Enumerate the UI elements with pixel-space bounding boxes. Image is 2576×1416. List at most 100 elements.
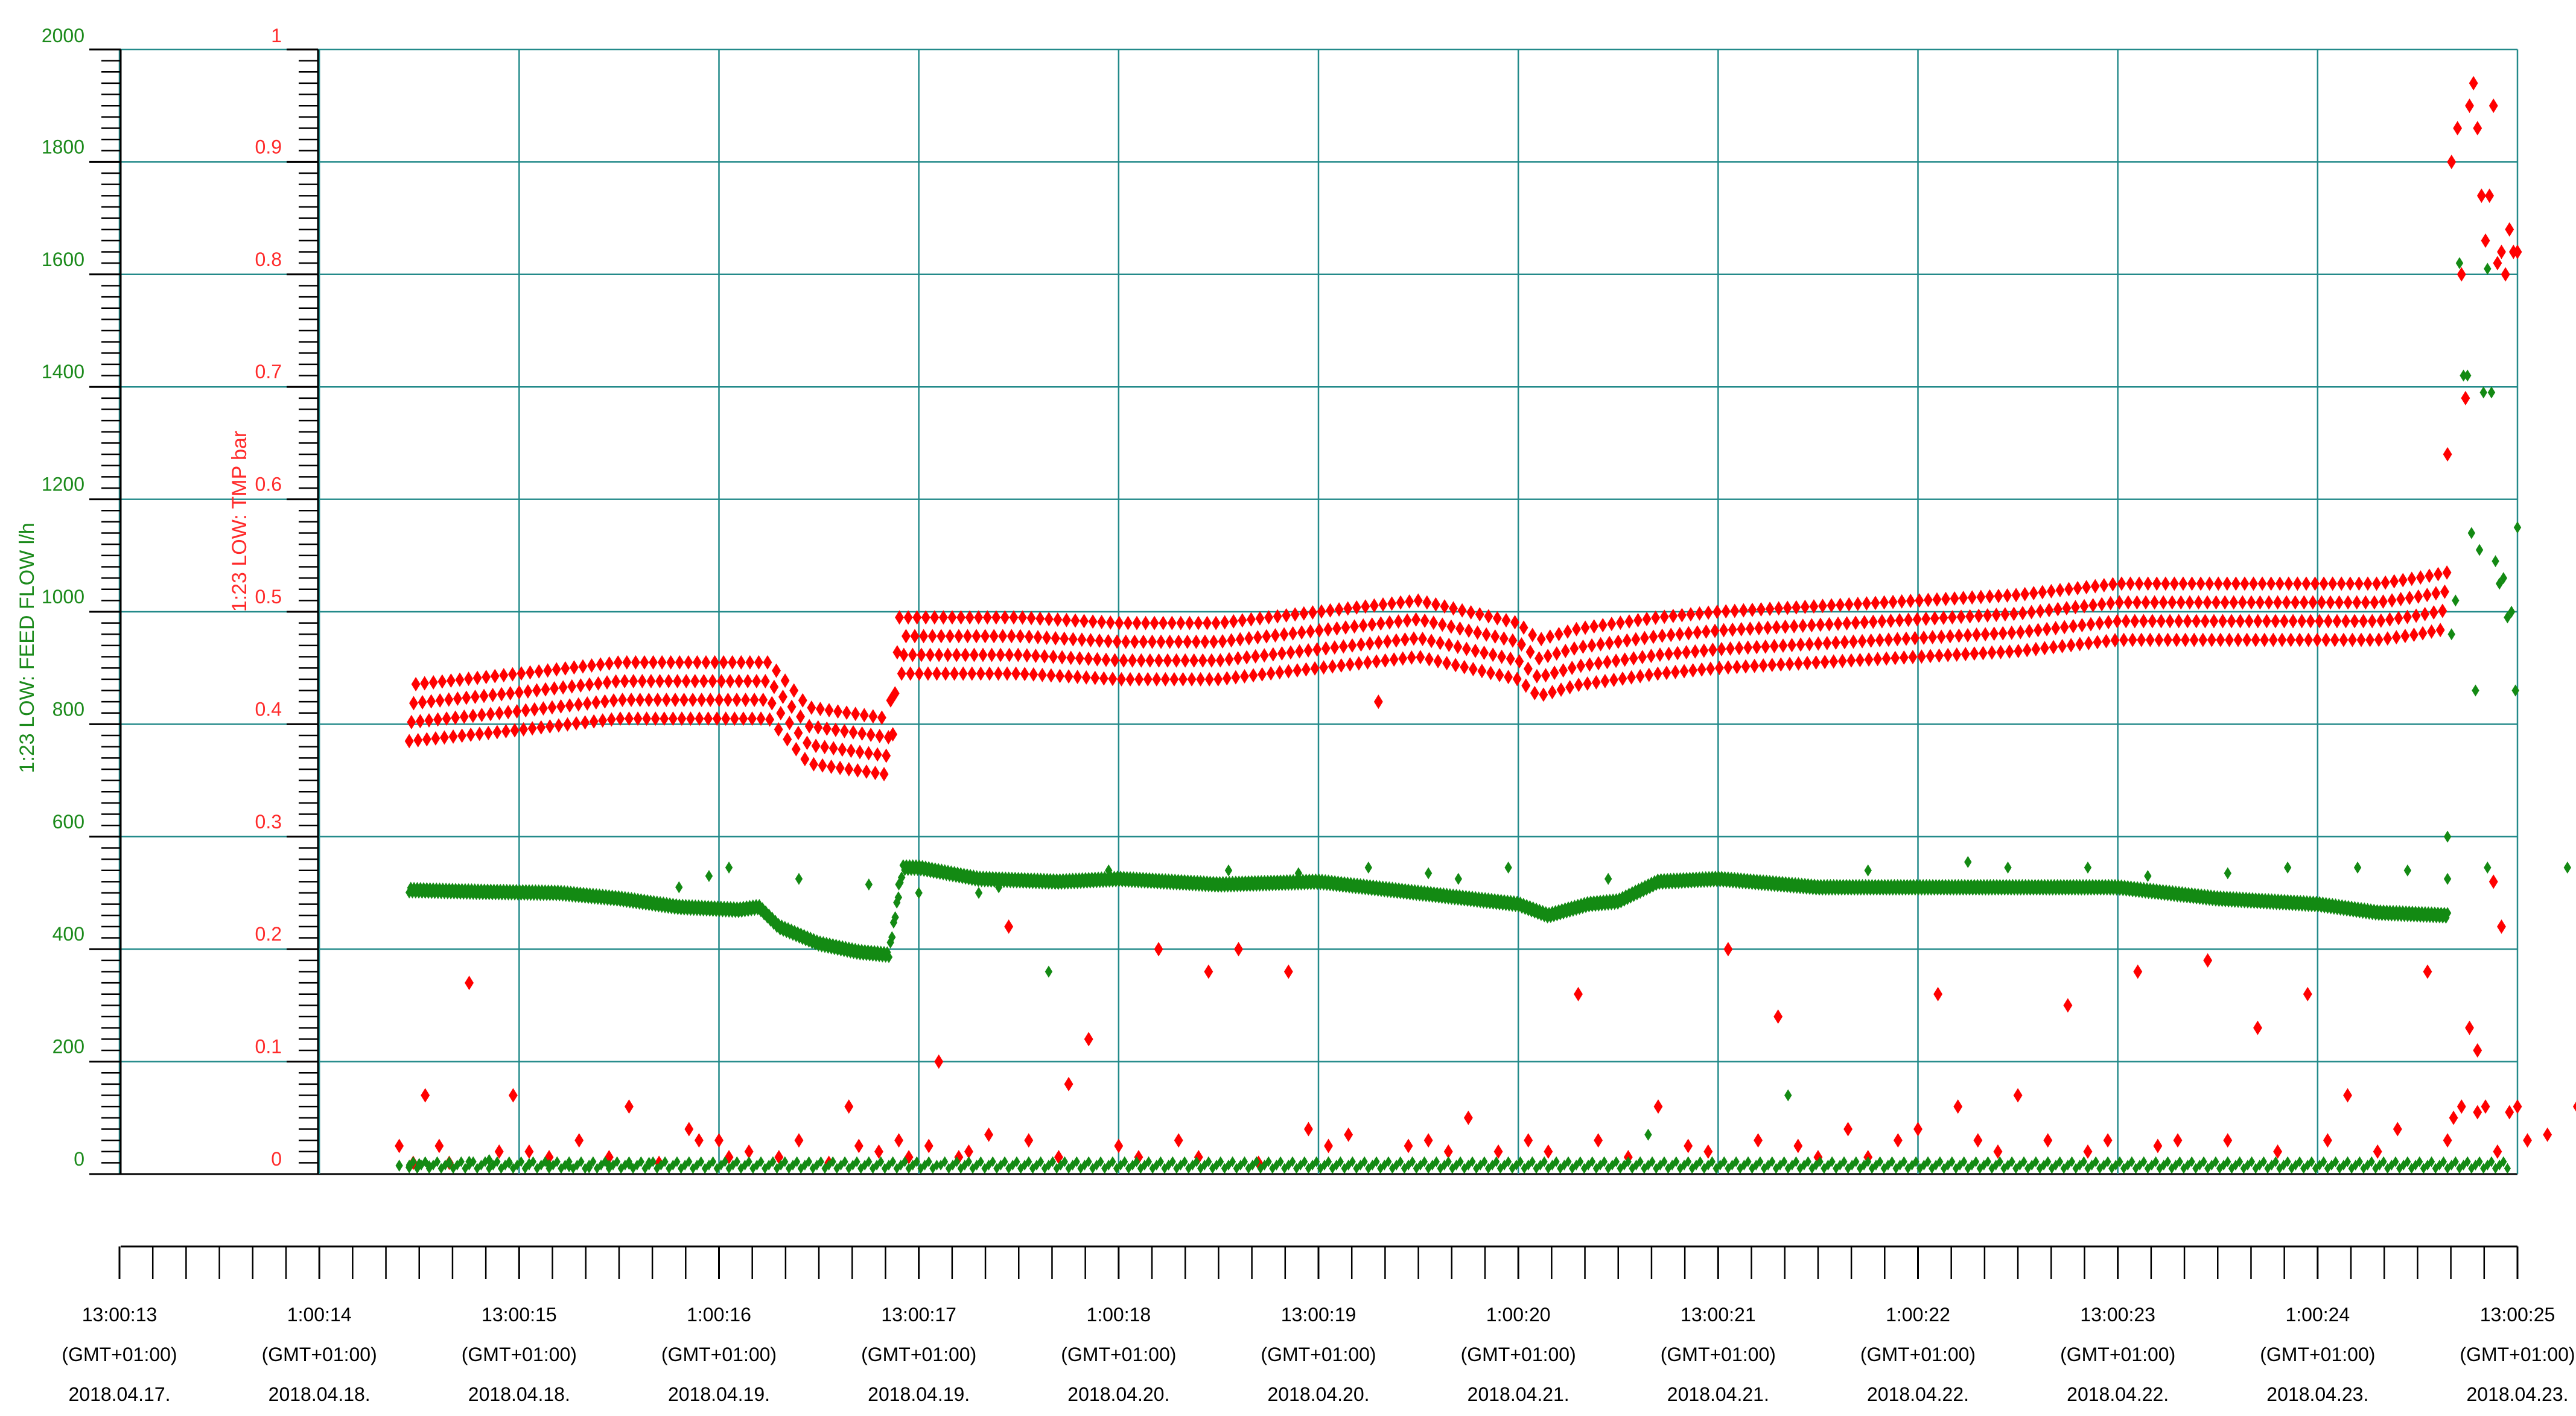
- tmp-point: [435, 693, 445, 708]
- tmp-point: [1548, 685, 1557, 700]
- tmp-point: [719, 655, 728, 670]
- x-axis-tick-label: 2018.04.22.: [2067, 1383, 2169, 1405]
- tmp-point: [994, 666, 1003, 681]
- tmp-point: [1429, 615, 1439, 630]
- tmp-point: [453, 691, 462, 706]
- tmp-point: [2220, 595, 2230, 610]
- flow-baseline-point: [1385, 1156, 1392, 1167]
- tmp-point: [1425, 652, 1434, 667]
- tmp-point: [2082, 580, 2091, 595]
- tmp-point: [1576, 658, 1586, 673]
- flow-baseline-point: [705, 1160, 713, 1171]
- tmp-point: [774, 722, 783, 737]
- tmp-point: [1321, 641, 1331, 656]
- tmp-point-spike: [2443, 447, 2452, 462]
- tmp-point: [1413, 593, 1423, 608]
- tmp-point: [613, 655, 623, 670]
- tmp-point: [567, 679, 577, 694]
- tmp-point: [1075, 651, 1084, 666]
- tmp-point: [1350, 619, 1360, 634]
- tmp-point: [475, 726, 485, 741]
- tmp-point: [717, 673, 726, 688]
- tmp-point: [2178, 576, 2188, 591]
- flow-baseline-point: [977, 1156, 984, 1167]
- tmp-point: [690, 673, 700, 688]
- tmp-point: [1159, 615, 1168, 630]
- tmp-point: [1530, 685, 1539, 700]
- tmp-point-outlier: [1064, 1076, 1073, 1091]
- tmp-point: [2321, 632, 2331, 647]
- flow-baseline-point: [2440, 1156, 2447, 1167]
- flow-point: [893, 897, 901, 909]
- flow-baseline-point: [1661, 1156, 1668, 1167]
- tmp-point: [780, 673, 790, 688]
- flow-point-spike: [2484, 262, 2492, 275]
- tmp-point: [482, 670, 491, 685]
- tmp-point: [523, 684, 533, 699]
- tmp-point: [1174, 634, 1183, 649]
- tmp-point: [2095, 615, 2104, 630]
- tmp-point: [1559, 663, 1568, 678]
- flow-point-outlier: [975, 887, 983, 899]
- tmp-point: [1560, 643, 1570, 658]
- tmp-point: [917, 647, 926, 662]
- tmp-point: [1536, 632, 1546, 647]
- tmp-point: [1998, 626, 2008, 641]
- tmp-point-tail: [2481, 1099, 2490, 1114]
- tmp-point: [1323, 622, 1333, 637]
- tmp-point: [2350, 614, 2359, 629]
- tmp-point: [1684, 626, 1693, 641]
- flow-point-spike: [2467, 527, 2476, 539]
- flow-point: [1513, 895, 1521, 908]
- tmp-point: [2174, 614, 2184, 629]
- tmp-point: [1604, 635, 1614, 650]
- tmp-point: [2137, 632, 2146, 647]
- tmp-point: [1936, 629, 1946, 644]
- flow-baseline-point: [1948, 1156, 1956, 1167]
- flow-point-outlier: [1644, 1128, 1652, 1141]
- flow-baseline-point: [2284, 1156, 2291, 1167]
- tmp-point: [1495, 667, 1504, 682]
- tmp-point: [2161, 576, 2171, 591]
- flow-baseline-point: [2500, 1156, 2507, 1167]
- tmp-point: [2385, 612, 2394, 627]
- tmp-point: [2343, 595, 2353, 610]
- flow-baseline-point: [550, 1160, 557, 1171]
- tmp-point: [1490, 629, 1500, 644]
- tmp-point: [2394, 611, 2403, 626]
- tmp-point: [1765, 602, 1775, 617]
- tmp-point-outlier: [694, 1133, 704, 1148]
- tmp-point: [538, 701, 548, 716]
- flow-point-outlier: [1424, 867, 1433, 880]
- tmp-point: [668, 711, 678, 726]
- tmp-point: [710, 655, 719, 670]
- tmp-point: [2053, 602, 2062, 617]
- flow-point: [784, 922, 792, 935]
- flow-baseline-point: [901, 1156, 909, 1167]
- tmp-point: [422, 732, 431, 747]
- tmp-point: [585, 677, 594, 692]
- tmp-point: [1150, 615, 1159, 630]
- tmp-point: [2264, 595, 2274, 610]
- tmp-point: [1851, 615, 1860, 630]
- tmp-point: [1800, 599, 1810, 614]
- tmp-point: [1451, 658, 1460, 673]
- tmp-point: [2271, 614, 2280, 629]
- flow-baseline-point: [2032, 1156, 2040, 1167]
- tmp-point-spike: [2481, 233, 2490, 248]
- flow-baseline-point: [1229, 1156, 1236, 1167]
- tmp-point: [758, 693, 768, 708]
- tmp-point: [2035, 603, 2045, 618]
- tmp-point: [1115, 615, 1124, 630]
- flow-baseline-point: [1085, 1156, 1092, 1167]
- tmp-point: [813, 720, 823, 735]
- tmp-point: [2066, 638, 2076, 653]
- flow-baseline-point: [1781, 1156, 1788, 1167]
- flow-point: [883, 946, 891, 959]
- tmp-point: [728, 655, 737, 670]
- tmp-point: [2086, 617, 2096, 632]
- tmp-point: [1394, 614, 1403, 629]
- tmp-point: [1653, 666, 1662, 681]
- tmp-point: [1097, 615, 1107, 630]
- tmp-point: [2069, 618, 2078, 633]
